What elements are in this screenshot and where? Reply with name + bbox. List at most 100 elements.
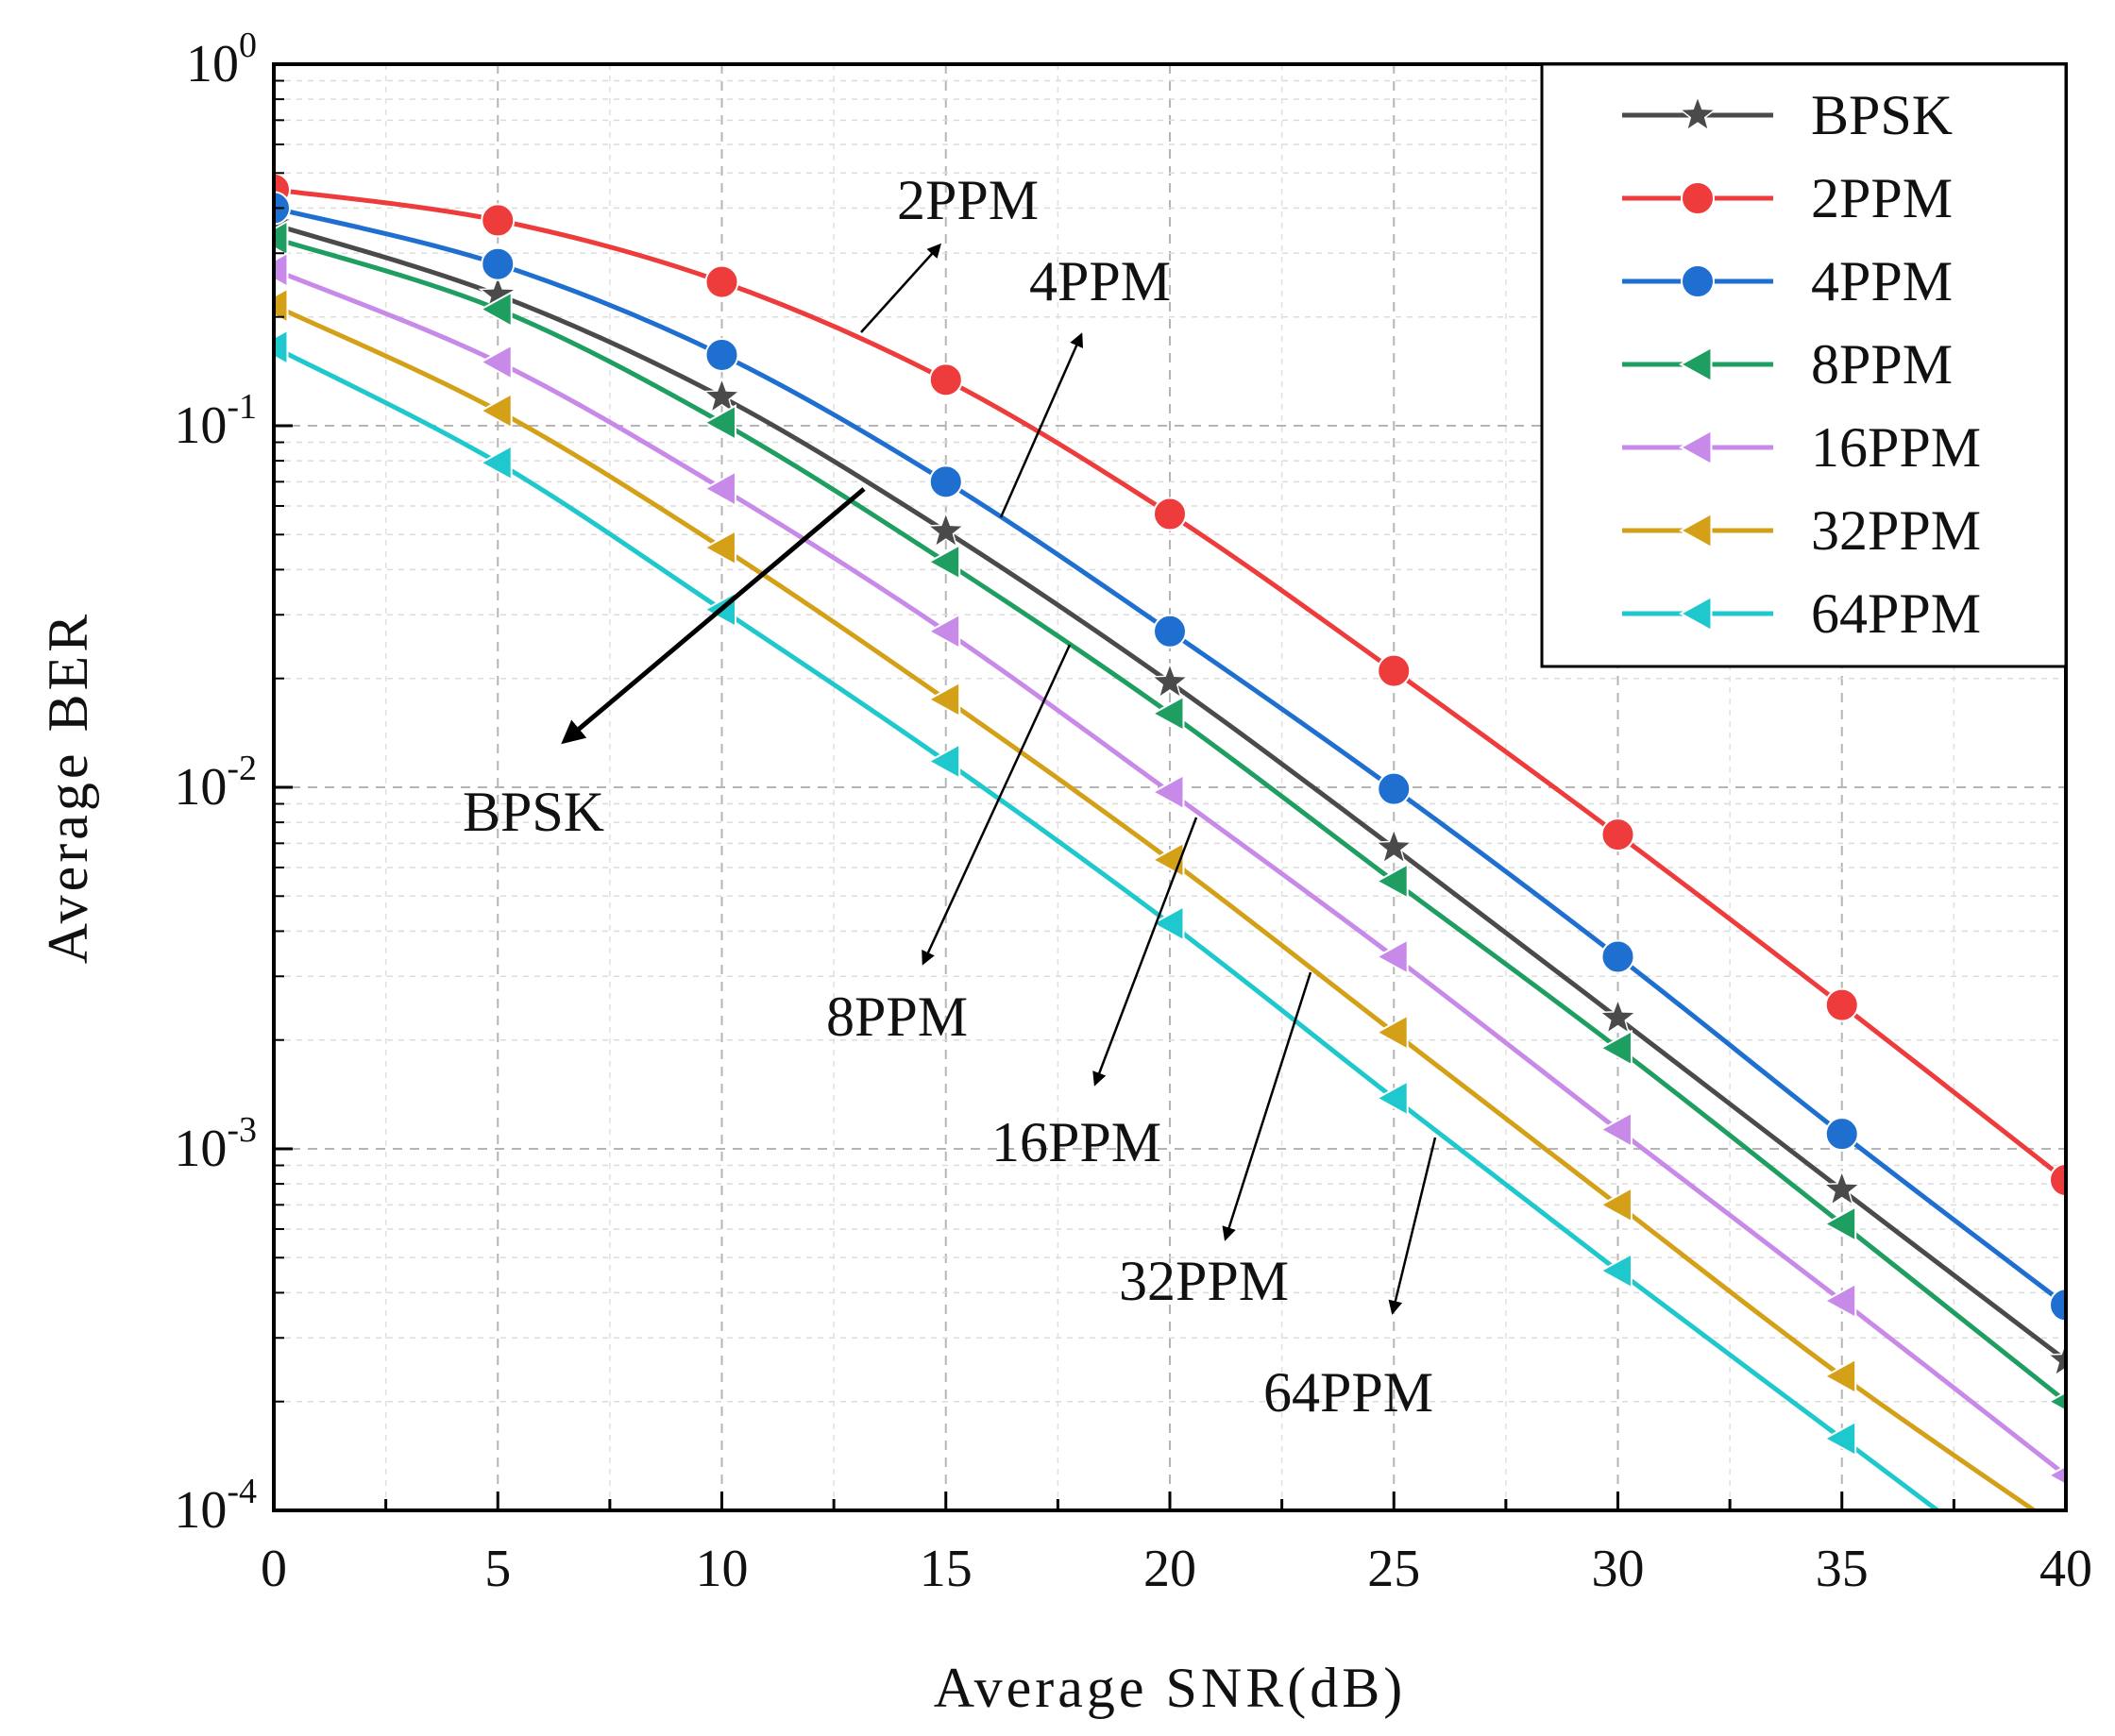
- x-tick-label: 30: [1592, 1540, 1645, 1598]
- data-point: [1822, 1282, 1857, 1320]
- x-axis-title: Average SNR(dB): [934, 1657, 1406, 1719]
- data-point: [1679, 346, 1713, 383]
- x-tick-label: 0: [261, 1540, 287, 1598]
- annotation-arrow: [922, 644, 1072, 966]
- data-point: [1377, 653, 1412, 688]
- data-point: [274, 219, 289, 257]
- annotation-label: 2PPM: [897, 169, 1039, 231]
- y-tick-label: 10-2: [174, 749, 257, 817]
- data-point: [1151, 773, 1185, 811]
- legend-label: 16PPM: [1811, 416, 1981, 479]
- annotation-label: 16PPM: [991, 1111, 1161, 1173]
- x-tick-label: 5: [484, 1540, 511, 1598]
- data-point: [1377, 771, 1412, 806]
- data-point: [1824, 1117, 1859, 1152]
- x-tick-label: 40: [2039, 1540, 2092, 1598]
- data-point: [702, 404, 736, 442]
- data-point: [1679, 595, 1713, 632]
- annotation-arrow: [999, 332, 1084, 518]
- tick-labels: 0 5 10 15 20 25 30 35 40 100 10-1 10-2 10-3 10-4: [174, 25, 2092, 1598]
- series-8ppm: [274, 219, 2066, 1412]
- legend-item-64ppm: 64PPM: [1622, 582, 1981, 645]
- data-point: [274, 329, 289, 366]
- data-point: [274, 251, 289, 289]
- legend-item-16ppm: 16PPM: [1622, 416, 1981, 479]
- series-4ppm: [274, 191, 2066, 1323]
- data-point: [926, 613, 961, 650]
- data-point: [1599, 1252, 1633, 1289]
- legend-label: 8PPM: [1811, 333, 1953, 396]
- annotation-label: 4PPM: [1029, 250, 1171, 312]
- series-line: [274, 205, 2066, 1307]
- data-point: [479, 444, 513, 481]
- data-point: [1679, 512, 1713, 549]
- data-point: [1600, 939, 1635, 974]
- data-point: [1681, 181, 1715, 215]
- legend-box: [1540, 62, 2068, 668]
- data-point: [2049, 1163, 2066, 1198]
- data-point: [1822, 1420, 1857, 1458]
- data-point: [1599, 1186, 1633, 1223]
- data-point: [1153, 614, 1187, 649]
- data-point: [926, 681, 961, 718]
- legend-item-2ppm: 2PPM: [1622, 167, 1953, 229]
- data-point: [1375, 1079, 1409, 1117]
- data-point: [1599, 1029, 1633, 1067]
- data-point: [1679, 429, 1713, 466]
- data-point: [1150, 662, 1190, 699]
- data-point: [1824, 987, 1859, 1022]
- data-point: [926, 511, 966, 548]
- annotation-arrow: [1092, 817, 1198, 1087]
- legend-item-bpsk: BPSK: [1622, 84, 1953, 146]
- data-point: [1375, 937, 1409, 975]
- data-point: [479, 291, 513, 329]
- data-point: [274, 287, 289, 325]
- annotation-arrow: [1388, 1137, 1437, 1315]
- data-point: [1822, 1169, 1862, 1207]
- annotation-arrow: [561, 487, 866, 745]
- data-point: [2046, 1340, 2066, 1377]
- series-line: [274, 187, 2066, 1182]
- data-point: [481, 203, 516, 238]
- y-axis-title: Average BER: [37, 611, 99, 964]
- data-point: [1598, 997, 1638, 1036]
- x-tick-label: 15: [920, 1540, 973, 1598]
- y-tick-label: 100: [186, 25, 257, 93]
- annotation-label: 8PPM: [826, 986, 968, 1048]
- data-point: [2049, 1288, 2066, 1323]
- data-point: [1600, 817, 1635, 852]
- data-point: [1822, 1205, 1857, 1243]
- y-tick-label: 10-1: [174, 387, 257, 455]
- data-point: [1151, 904, 1185, 942]
- legend-label: 32PPM: [1811, 499, 1981, 562]
- data-point: [479, 392, 513, 430]
- data-point: [928, 362, 963, 397]
- legend-item-32ppm: 32PPM: [1622, 499, 1981, 562]
- legend-item-4ppm: 4PPM: [1622, 250, 1953, 312]
- legend-item-8ppm: 8PPM: [1622, 333, 1953, 396]
- x-tick-label: 20: [1143, 1540, 1196, 1598]
- data-point: [1599, 1111, 1633, 1149]
- x-tick-label: 35: [1816, 1540, 1869, 1598]
- series-line: [274, 222, 2066, 1363]
- axis-ticks: [272, 62, 2068, 1512]
- data-point: [1374, 827, 1413, 865]
- legend: BPSK 2PPM 4PPM 8PPM 16PPM 32PPM 64PPM: [1540, 62, 2068, 668]
- data-point: [1678, 94, 1717, 132]
- data-point: [928, 464, 963, 499]
- annotations: 2PPM 4PPM BPSK 8PPM 16PPM 32PPM 64PPM: [463, 169, 1437, 1424]
- annotation-label: BPSK: [463, 781, 604, 843]
- data-point: [702, 470, 736, 508]
- legend-label: 4PPM: [1811, 250, 1953, 312]
- data-point: [702, 529, 736, 566]
- annotation-label: 32PPM: [1119, 1250, 1289, 1312]
- series-bpsk: [274, 204, 2066, 1377]
- data-point: [702, 376, 742, 414]
- data-point: [704, 264, 739, 299]
- data-point: [481, 246, 516, 281]
- x-tick-label: 10: [696, 1540, 749, 1598]
- legend-label: 2PPM: [1811, 167, 1953, 229]
- data-point: [926, 742, 961, 781]
- annotation-label: 64PPM: [1263, 1361, 1433, 1424]
